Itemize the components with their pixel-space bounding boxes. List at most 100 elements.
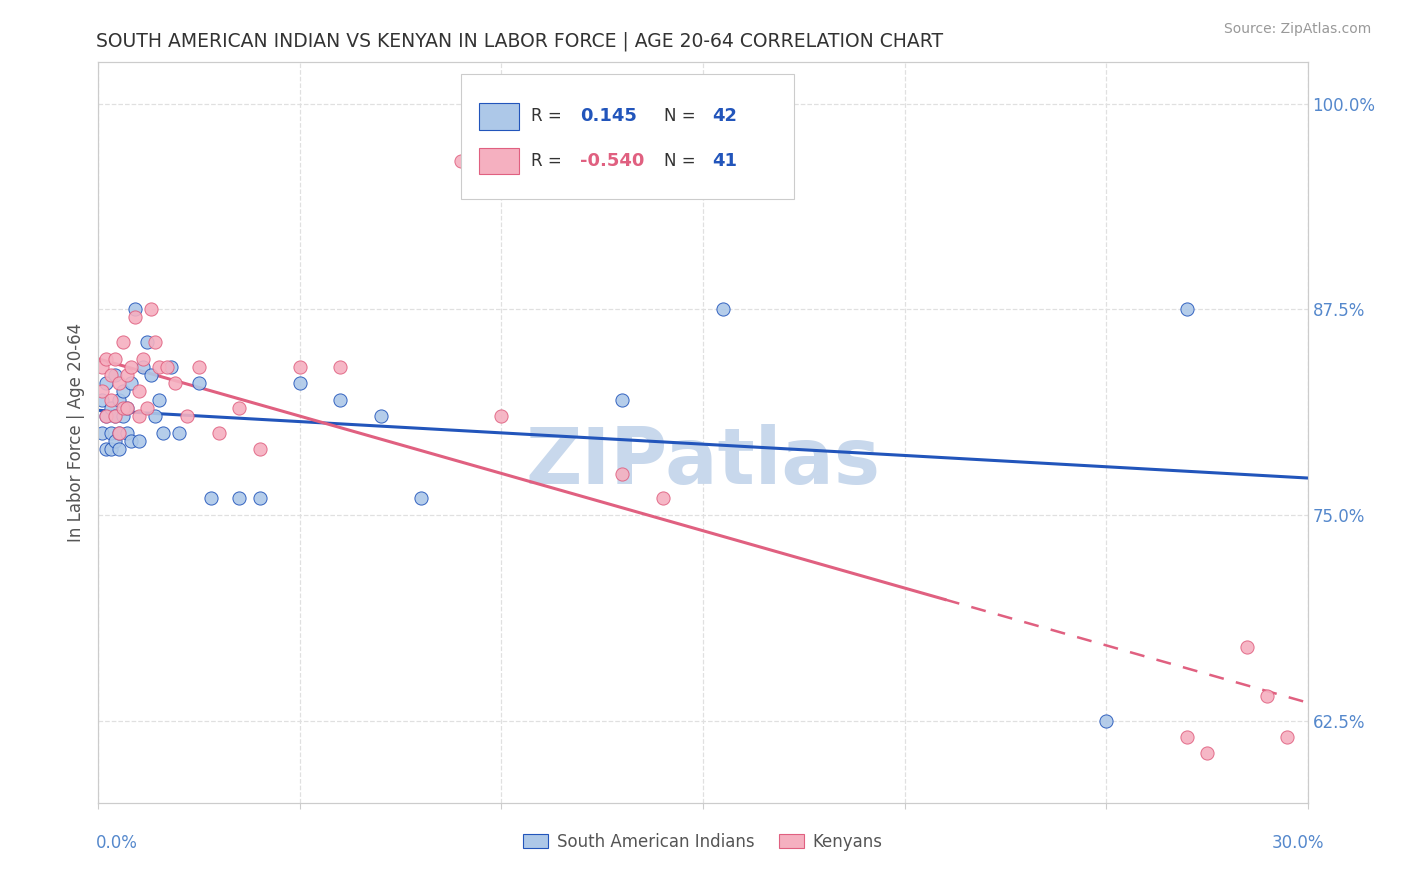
Point xyxy=(120,434,142,448)
Point xyxy=(96,409,118,424)
Point xyxy=(107,392,129,407)
Point xyxy=(176,409,198,424)
Point xyxy=(91,384,114,399)
Point xyxy=(132,359,155,374)
Point xyxy=(120,359,142,374)
Point xyxy=(107,425,129,440)
Point xyxy=(143,335,166,350)
Point xyxy=(156,359,179,374)
Point xyxy=(115,401,138,415)
Point xyxy=(100,425,122,440)
Legend: South American Indians, Kenyans: South American Indians, Kenyans xyxy=(516,826,890,857)
Point xyxy=(491,409,513,424)
Point xyxy=(152,425,174,440)
Point xyxy=(188,376,211,391)
Point xyxy=(128,409,150,424)
Point xyxy=(329,359,352,374)
Point xyxy=(1095,714,1118,728)
Point xyxy=(111,409,134,424)
Point xyxy=(329,392,352,407)
Point xyxy=(188,359,211,374)
Point xyxy=(103,434,125,448)
Text: 30.0%: 30.0% xyxy=(1272,834,1324,852)
Point xyxy=(91,392,114,407)
Point xyxy=(1236,640,1258,654)
Point xyxy=(612,392,634,407)
Point xyxy=(103,368,125,382)
Point xyxy=(120,376,142,391)
Y-axis label: In Labor Force | Age 20-64: In Labor Force | Age 20-64 xyxy=(66,323,84,542)
Text: N =: N = xyxy=(664,152,702,169)
Point xyxy=(228,401,250,415)
Text: Source: ZipAtlas.com: Source: ZipAtlas.com xyxy=(1223,22,1371,37)
Point xyxy=(160,359,183,374)
Point xyxy=(107,376,129,391)
Point xyxy=(100,392,122,407)
Point xyxy=(115,401,138,415)
Text: N =: N = xyxy=(664,108,702,126)
Point xyxy=(228,491,250,506)
Point xyxy=(163,376,186,391)
Point xyxy=(1256,689,1278,703)
Text: ZIPatlas: ZIPatlas xyxy=(526,425,880,500)
Text: R =: R = xyxy=(531,108,567,126)
Point xyxy=(288,359,311,374)
FancyBboxPatch shape xyxy=(461,73,793,200)
Point xyxy=(249,442,271,456)
Point xyxy=(143,409,166,424)
Point xyxy=(111,384,134,399)
Point xyxy=(96,351,118,366)
Point xyxy=(103,409,125,424)
Text: -0.540: -0.540 xyxy=(579,152,644,169)
Point xyxy=(148,359,170,374)
Point xyxy=(167,425,190,440)
Point xyxy=(100,442,122,456)
Point xyxy=(409,491,432,506)
Text: SOUTH AMERICAN INDIAN VS KENYAN IN LABOR FORCE | AGE 20-64 CORRELATION CHART: SOUTH AMERICAN INDIAN VS KENYAN IN LABOR… xyxy=(96,31,943,51)
Point xyxy=(1277,730,1299,744)
Point xyxy=(612,467,634,481)
Point xyxy=(91,359,114,374)
Point xyxy=(107,442,129,456)
Text: R =: R = xyxy=(531,152,567,169)
Point xyxy=(148,392,170,407)
Point xyxy=(96,409,118,424)
Point xyxy=(103,409,125,424)
Point xyxy=(91,425,114,440)
Point xyxy=(128,384,150,399)
Point xyxy=(208,425,231,440)
Point xyxy=(96,376,118,391)
Point xyxy=(450,154,472,169)
Point xyxy=(370,409,392,424)
Point xyxy=(139,302,162,317)
Point xyxy=(115,425,138,440)
Point xyxy=(111,335,134,350)
FancyBboxPatch shape xyxy=(479,147,519,174)
Point xyxy=(100,401,122,415)
Point xyxy=(139,368,162,382)
Point xyxy=(103,351,125,366)
FancyBboxPatch shape xyxy=(479,103,519,130)
Point xyxy=(651,491,673,506)
Text: 0.0%: 0.0% xyxy=(96,834,138,852)
Point xyxy=(135,335,157,350)
Point xyxy=(124,310,146,325)
Point xyxy=(200,491,222,506)
Text: 41: 41 xyxy=(713,152,738,169)
Point xyxy=(100,368,122,382)
Text: 0.145: 0.145 xyxy=(579,108,637,126)
Point xyxy=(107,425,129,440)
Point xyxy=(249,491,271,506)
Point xyxy=(1175,302,1198,317)
Text: 42: 42 xyxy=(713,108,738,126)
Point xyxy=(288,376,311,391)
Point xyxy=(1195,747,1218,761)
Point xyxy=(124,302,146,317)
Point xyxy=(135,401,157,415)
Point xyxy=(1175,730,1198,744)
Point xyxy=(711,302,734,317)
Point xyxy=(115,368,138,382)
Point xyxy=(132,351,155,366)
Point xyxy=(128,434,150,448)
Point xyxy=(96,442,118,456)
